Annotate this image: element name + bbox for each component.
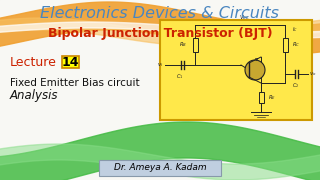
Text: Dr. Ameya A. Kadam: Dr. Ameya A. Kadam — [114, 163, 206, 172]
Bar — [193, 38, 197, 52]
Text: $v_i$: $v_i$ — [157, 61, 163, 69]
Text: $C_2$: $C_2$ — [292, 81, 300, 90]
Text: $R_C$: $R_C$ — [292, 40, 300, 50]
FancyBboxPatch shape — [99, 160, 221, 176]
Text: $v_o$: $v_o$ — [309, 70, 316, 78]
Text: $I_C$: $I_C$ — [292, 26, 298, 34]
Text: Analysis: Analysis — [10, 89, 59, 102]
Text: Lecture: Lecture — [10, 55, 57, 69]
FancyBboxPatch shape — [62, 56, 79, 68]
Text: 14: 14 — [62, 55, 79, 69]
Text: Fixed Emitter Bias circuit: Fixed Emitter Bias circuit — [10, 78, 140, 88]
Text: Electronics Devices & Circuits: Electronics Devices & Circuits — [41, 6, 279, 21]
Bar — [160, 20, 312, 120]
Text: $V_{CC}$: $V_{CC}$ — [239, 13, 251, 22]
Text: $R_E$: $R_E$ — [268, 94, 276, 102]
Bar — [283, 38, 287, 52]
Text: Bipolar Junction Transistor (BJT): Bipolar Junction Transistor (BJT) — [48, 26, 272, 39]
Bar — [259, 92, 263, 103]
Text: $C_1$: $C_1$ — [176, 72, 184, 81]
Text: $R_B$: $R_B$ — [179, 40, 187, 50]
Circle shape — [245, 60, 265, 80]
